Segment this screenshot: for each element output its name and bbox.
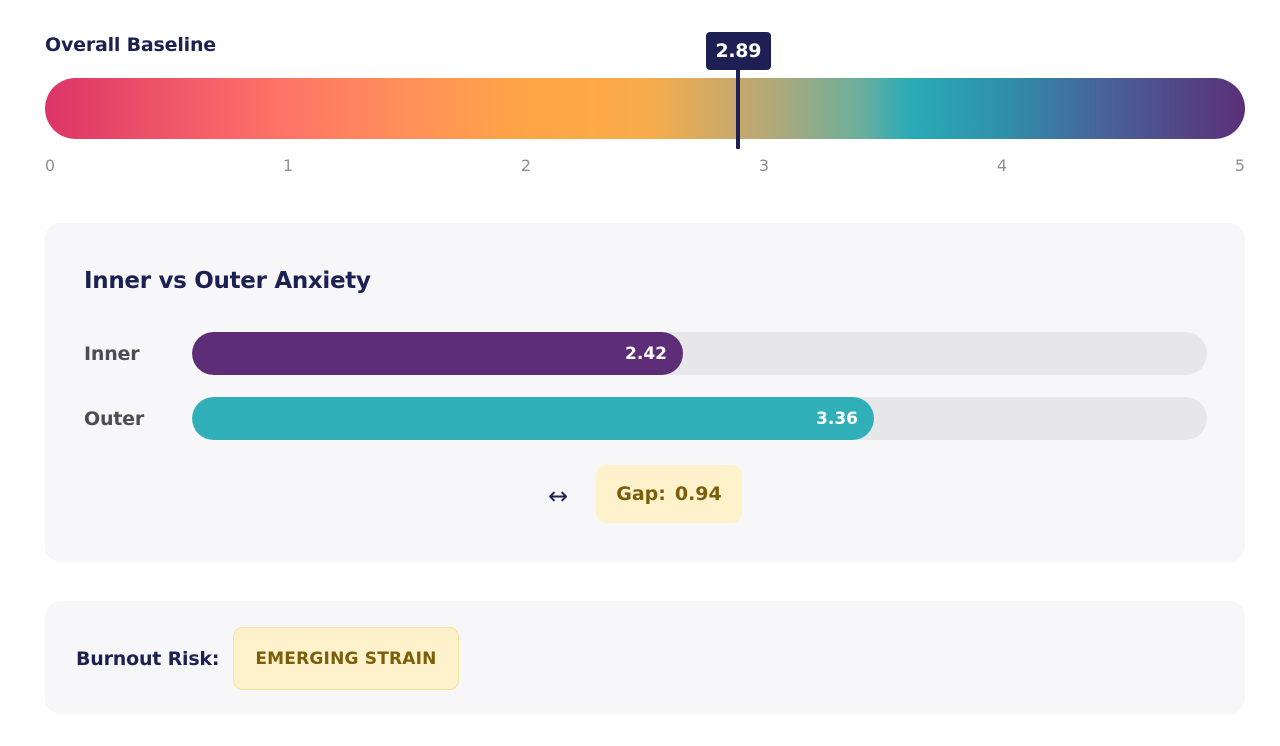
baseline-title: Overall Baseline — [45, 34, 216, 56]
scale-tick: 0 — [44, 156, 56, 175]
inner-bar-track: 2.42 — [192, 332, 1207, 375]
burnout-card: Burnout Risk: EMERGING STRAIN — [45, 601, 1245, 714]
baseline-marker-badge: 2.89 — [705, 32, 771, 70]
gap-value: 0.94 — [674, 483, 722, 505]
scale-tick: 4 — [996, 156, 1008, 175]
scale-tick: 5 — [1234, 156, 1246, 175]
outer-label: Outer — [84, 408, 145, 430]
inner-bar-fill: 2.42 — [192, 332, 683, 375]
outer-value: 3.36 — [816, 408, 858, 429]
scale-tick: 1 — [282, 156, 294, 175]
inner-label: Inner — [84, 343, 140, 365]
baseline-gradient-scale — [45, 78, 1245, 139]
gap-badge: Gap: 0.94 — [596, 465, 742, 523]
burnout-status-badge: EMERGING STRAIN — [233, 627, 459, 690]
gap-label: Gap: — [616, 483, 666, 505]
baseline-marker-line — [735, 68, 740, 149]
left-right-arrow-icon: ↔ — [548, 482, 569, 510]
burnout-risk-label: Burnout Risk: — [76, 648, 220, 670]
scale-tick: 2 — [520, 156, 532, 175]
outer-bar-fill: 3.36 — [192, 397, 874, 440]
inner-value: 2.42 — [625, 343, 667, 364]
scale-tick: 3 — [758, 156, 770, 175]
anxiety-card: Inner vs Outer Anxiety Inner 2.42 Outer … — [45, 223, 1245, 562]
anxiety-card-title: Inner vs Outer Anxiety — [84, 268, 371, 294]
outer-bar-track: 3.36 — [192, 397, 1207, 440]
